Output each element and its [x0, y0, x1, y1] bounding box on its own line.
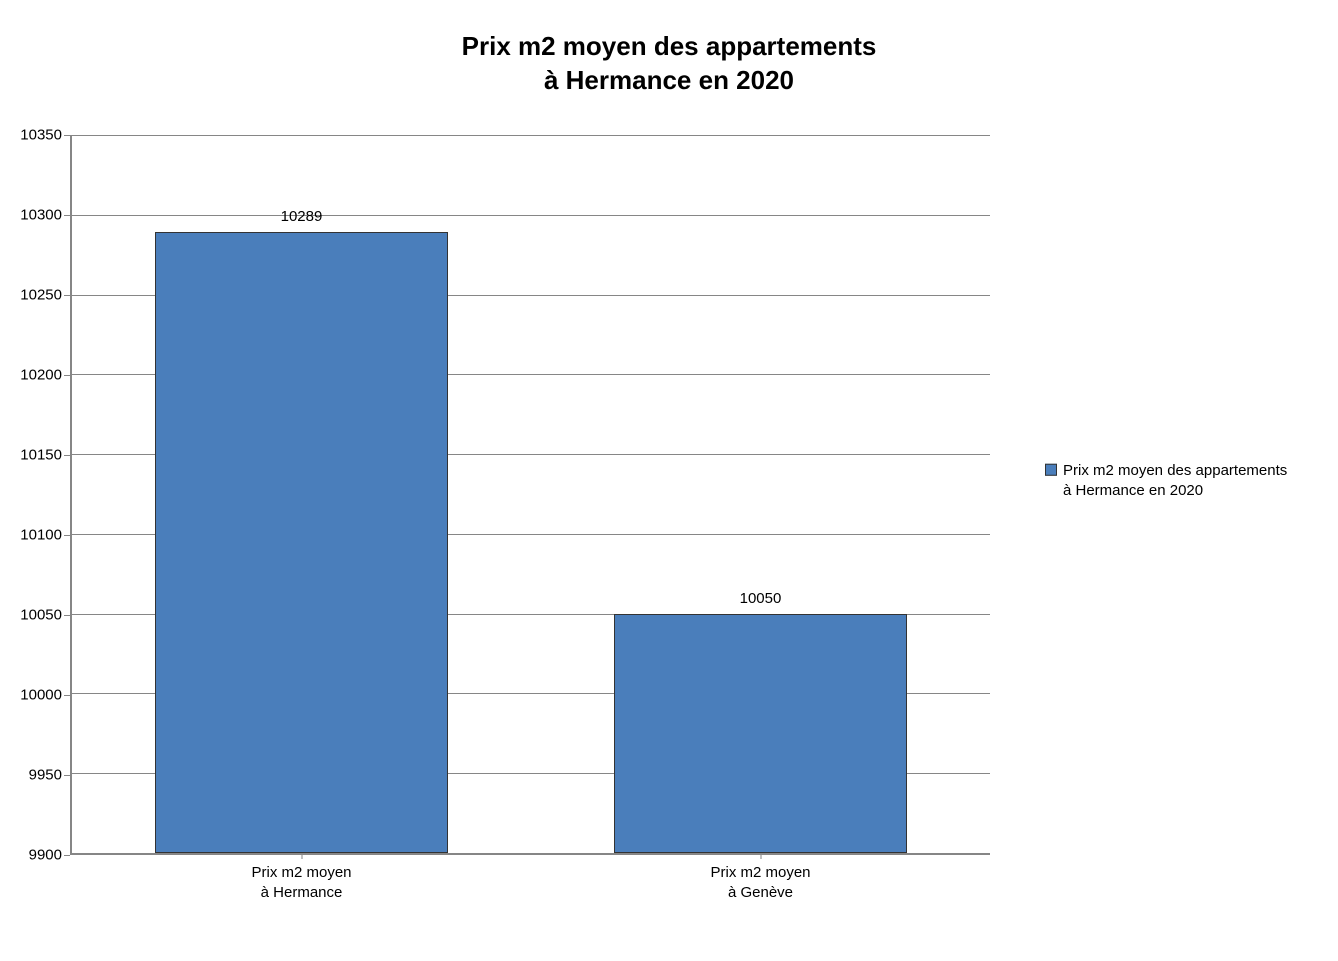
y-tick-label: 10100 — [20, 527, 62, 544]
bar: 10289 — [155, 232, 449, 853]
legend-line1: Prix m2 moyen des appartements — [1063, 460, 1287, 480]
y-tick-label: 10300 — [20, 206, 62, 223]
legend-swatch — [1045, 463, 1057, 475]
x-tick-line2: à Genève — [728, 884, 793, 901]
y-tick-label: 10350 — [20, 127, 62, 144]
bar-value-label: 10050 — [615, 590, 907, 607]
y-tick-mark — [64, 695, 70, 696]
chart-title: Prix m2 moyen des appartements à Hermanc… — [0, 0, 1338, 98]
chart-title-line1: Prix m2 moyen des appartements — [0, 30, 1338, 64]
bar-chart: Prix m2 moyen des appartements à Hermanc… — [0, 0, 1338, 961]
y-tick-mark — [64, 455, 70, 456]
y-tick-label: 10250 — [20, 286, 62, 303]
legend-text: Prix m2 moyen des appartements à Hermanc… — [1063, 460, 1287, 501]
x-tick-label: Prix m2 moyen à Genève — [710, 853, 810, 902]
plot-wrapper: 1028910050 Prix m2 moyenà HermancePrix m… — [70, 135, 990, 855]
bars-group: 10289 10050 — [72, 135, 990, 853]
chart-title-line2: à Hermance en 2020 — [0, 64, 1338, 98]
y-tick-label: 9950 — [29, 766, 62, 783]
y-tick-mark — [64, 535, 70, 536]
x-tick-line1: Prix m2 moyen — [710, 864, 810, 881]
y-tick-mark — [64, 215, 70, 216]
y-tick-label: 10050 — [20, 607, 62, 624]
y-tick-label: 9900 — [29, 847, 62, 864]
y-tick-label: 10200 — [20, 367, 62, 384]
legend: Prix m2 moyen des appartements à Hermanc… — [1045, 460, 1305, 501]
bar: 10050 — [614, 614, 908, 853]
y-tick-mark — [64, 375, 70, 376]
y-tick-label: 10150 — [20, 446, 62, 463]
x-tick-line2: à Hermance — [261, 884, 343, 901]
y-tick-mark — [64, 775, 70, 776]
y-tick-mark — [64, 295, 70, 296]
x-tick-label: Prix m2 moyen à Hermance — [251, 853, 351, 902]
y-tick-mark — [64, 615, 70, 616]
x-tick-line1: Prix m2 moyen — [251, 864, 351, 881]
legend-line2: à Hermance en 2020 — [1063, 481, 1287, 501]
y-tick-mark — [64, 855, 70, 856]
y-tick-label: 10000 — [20, 687, 62, 704]
y-tick-mark — [64, 135, 70, 136]
plot-area: 1028910050 Prix m2 moyenà HermancePrix m… — [70, 135, 990, 855]
bar-value-label: 10289 — [156, 208, 448, 225]
